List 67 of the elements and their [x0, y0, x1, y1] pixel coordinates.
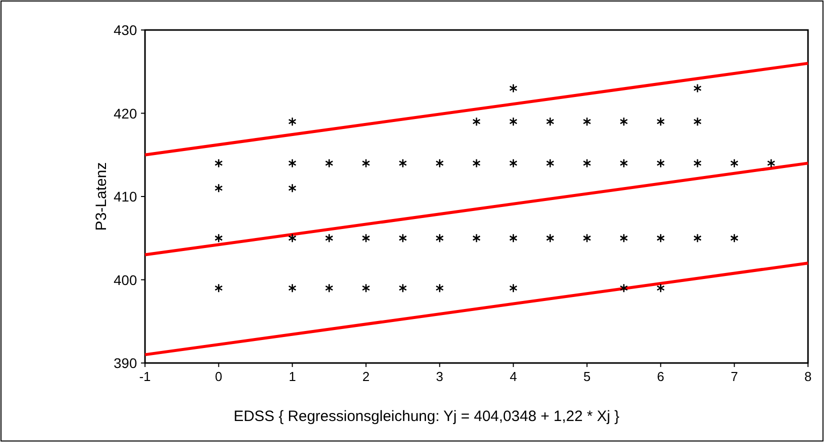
x-tick-label: 5: [583, 369, 591, 384]
point: [620, 283, 628, 293]
point: [288, 116, 296, 126]
point: [620, 116, 628, 126]
point: [436, 158, 444, 168]
point: [693, 158, 702, 168]
point: [509, 233, 518, 243]
point: [214, 184, 223, 193]
y-tick-label: 400: [114, 272, 138, 288]
point: [288, 184, 296, 193]
point: [767, 158, 776, 168]
point: [620, 158, 628, 168]
x-tick-label: 2: [362, 369, 370, 384]
y-tick-label: 420: [114, 105, 138, 122]
point: [509, 116, 518, 126]
point: [656, 158, 665, 168]
point: [436, 283, 444, 293]
point: [214, 283, 223, 293]
point: [472, 233, 481, 243]
x-tick-label: -1: [139, 369, 151, 384]
x-tick-label: 7: [730, 369, 738, 384]
point: [214, 233, 223, 243]
point: [582, 233, 592, 243]
y-tick-label: 390: [114, 355, 138, 371]
point: [693, 116, 702, 126]
point: [730, 233, 738, 243]
x-tick-label: 1: [288, 369, 296, 384]
point: [362, 283, 370, 293]
point: [362, 158, 370, 168]
point: [398, 233, 407, 243]
point: [472, 158, 481, 168]
point: [325, 158, 334, 168]
x-axis-title: EDSS { Regressionsgleichung: Yj = 404,0348 + 1,22 * Xj }: [234, 408, 620, 425]
point: [582, 116, 592, 126]
point: [436, 233, 444, 243]
point: [620, 233, 628, 243]
point: [693, 233, 702, 243]
point: [288, 158, 296, 168]
point: [546, 116, 554, 126]
point: [362, 233, 370, 243]
point: [509, 158, 518, 168]
x-tick-label: 3: [436, 369, 444, 384]
point: [546, 233, 554, 243]
point: [656, 283, 665, 293]
point: [325, 283, 334, 293]
y-tick-label: 430: [114, 22, 138, 38]
x-tick-label: 0: [215, 369, 222, 384]
y-tick-label: 410: [114, 188, 138, 204]
x-tick-label: 8: [804, 369, 812, 384]
point: [656, 116, 665, 126]
point: [325, 233, 334, 243]
point: [693, 84, 702, 93]
point: [582, 158, 592, 168]
x-tick-label: 6: [657, 369, 664, 384]
point: [398, 158, 407, 168]
point: [656, 233, 665, 243]
point: [288, 283, 296, 293]
point: [509, 283, 518, 293]
point: [398, 283, 407, 293]
x-tick-label: 4: [510, 369, 517, 384]
point: [509, 84, 518, 93]
point: [288, 233, 296, 243]
point: [472, 116, 481, 126]
point: [730, 158, 738, 168]
y-axis-title: P3-Latenz: [93, 162, 110, 231]
point: [214, 158, 223, 168]
point: [546, 158, 554, 168]
